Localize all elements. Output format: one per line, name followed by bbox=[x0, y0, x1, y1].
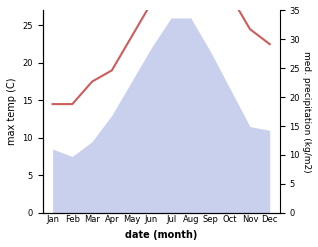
Y-axis label: max temp (C): max temp (C) bbox=[7, 78, 17, 145]
X-axis label: date (month): date (month) bbox=[125, 230, 197, 240]
Y-axis label: med. precipitation (kg/m2): med. precipitation (kg/m2) bbox=[302, 51, 311, 172]
